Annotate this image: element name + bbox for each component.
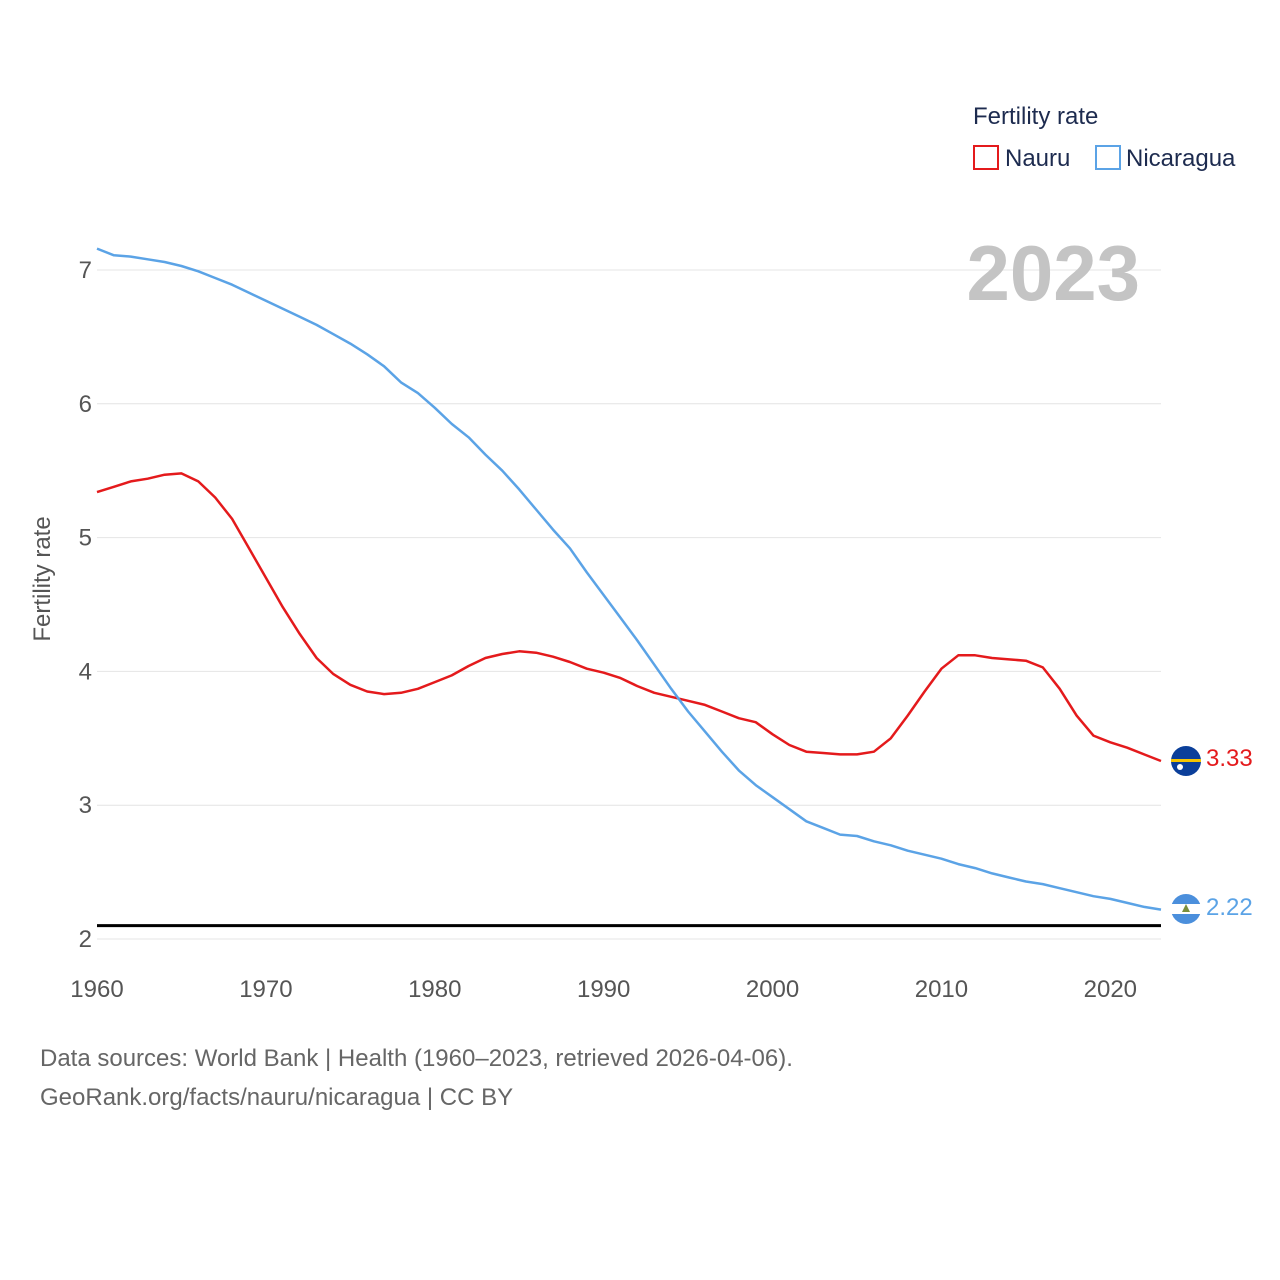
- legend-swatch-nicaragua: [1095, 145, 1121, 170]
- y-tick-label: 4: [79, 658, 92, 685]
- nauru-flag-icon: [1171, 746, 1201, 776]
- y-axis-ticks: 2 3 4 5 6 7: [79, 257, 92, 953]
- legend-swatch-nauru: [973, 145, 999, 170]
- x-tick-label: 1960: [70, 976, 123, 1003]
- x-axis-ticks: 1960 1970 1980 1990 2000 2010 2020: [70, 976, 1137, 1003]
- legend-title: Fertility rate: [973, 103, 1098, 130]
- y-tick-label: 6: [79, 391, 92, 418]
- y-axis-label: Fertility rate: [29, 516, 56, 641]
- year-label: 2023: [966, 229, 1140, 317]
- y-tick-label: 7: [79, 257, 92, 284]
- x-tick-label: 2000: [746, 976, 799, 1003]
- series-line-nauru[interactable]: [96, 472, 1162, 763]
- x-tick-label: 2010: [915, 976, 968, 1003]
- nauru-end-value: 3.33: [1206, 745, 1253, 772]
- footer-source: Data sources: World Bank | Health (1960–…: [40, 1045, 793, 1072]
- x-tick-label: 2020: [1084, 976, 1137, 1003]
- series-lines: [96, 247, 1162, 911]
- y-tick-label: 5: [79, 525, 92, 552]
- y-tick-label: 3: [79, 792, 92, 819]
- footer-attribution[interactable]: GeoRank.org/facts/nauru/nicaragua | CC B…: [40, 1084, 514, 1111]
- legend-item-nauru[interactable]: Nauru: [973, 145, 1070, 172]
- x-tick-label: 1970: [239, 976, 292, 1003]
- nicaragua-flag-icon: [1171, 894, 1201, 924]
- y-tick-label: 2: [79, 926, 92, 953]
- series-line-nicaragua[interactable]: [96, 247, 1162, 911]
- grid-lines: [97, 269, 1161, 940]
- x-tick-label: 1980: [408, 976, 461, 1003]
- x-tick-label: 1990: [577, 976, 630, 1003]
- nicaragua-end-value: 2.22: [1206, 894, 1253, 921]
- legend-item-nicaragua[interactable]: Nicaragua: [1095, 145, 1236, 172]
- legend-label-nicaragua: Nicaragua: [1126, 145, 1236, 172]
- legend-label-nauru: Nauru: [1005, 145, 1070, 172]
